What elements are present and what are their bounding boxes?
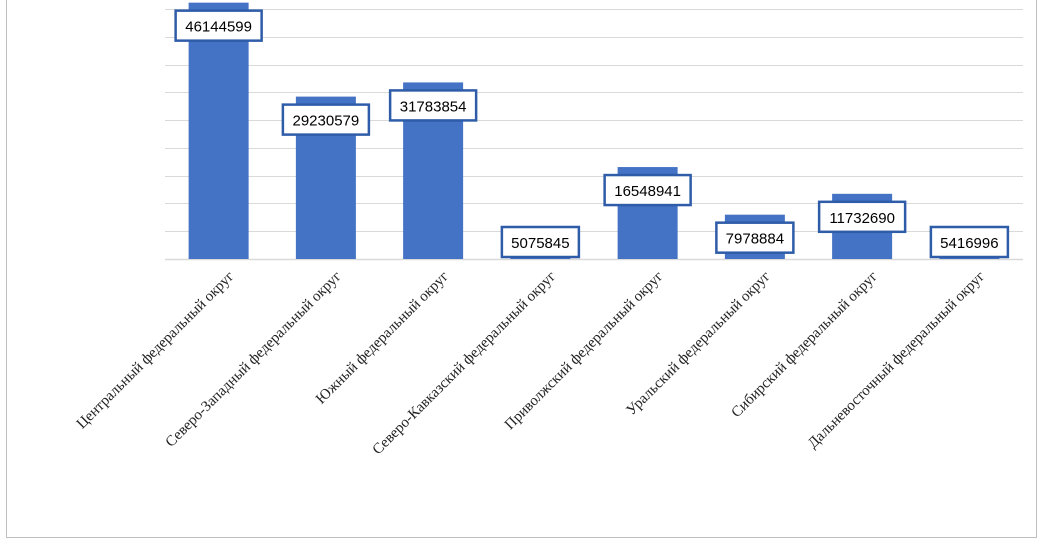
data-label-box bbox=[603, 173, 692, 207]
data-label: 5416996 bbox=[940, 235, 998, 252]
data-label-box bbox=[500, 225, 581, 259]
data-label: 16548941 bbox=[614, 183, 681, 200]
bar bbox=[188, 2, 249, 260]
data-label-box bbox=[715, 221, 795, 254]
data-label-box bbox=[388, 89, 478, 122]
data-label: 7978884 bbox=[726, 231, 784, 248]
category-axis-labels: Центральный федеральный округСеверо-Запа… bbox=[74, 269, 988, 459]
bars bbox=[188, 2, 1000, 260]
data-label: 11732690 bbox=[829, 210, 895, 227]
data-label: 46144599 bbox=[185, 19, 252, 36]
category-label: Северо-Западный федеральный округ bbox=[163, 269, 345, 451]
category-label: Дальневосточный федеральный округ bbox=[805, 269, 988, 452]
data-label-box bbox=[929, 225, 1010, 259]
data-label-box bbox=[174, 9, 263, 42]
category-label: Северо-Кавказский федеральный округ bbox=[370, 269, 560, 459]
data-label: 29230579 bbox=[293, 113, 360, 130]
bar-chart: 46144599 29230579 31783854 5075845 16548941 7… bbox=[74, 2, 1023, 459]
data-label-box bbox=[817, 200, 907, 234]
chart-frame: 46144599 29230579 31783854 5075845 16548941 7… bbox=[6, 0, 1037, 538]
data-labels: 46144599 29230579 31783854 5075845 16548941 7… bbox=[174, 9, 1010, 259]
data-label-box bbox=[281, 103, 371, 136]
data-label: 5075845 bbox=[511, 235, 569, 252]
data-label: 31783854 bbox=[400, 98, 467, 115]
